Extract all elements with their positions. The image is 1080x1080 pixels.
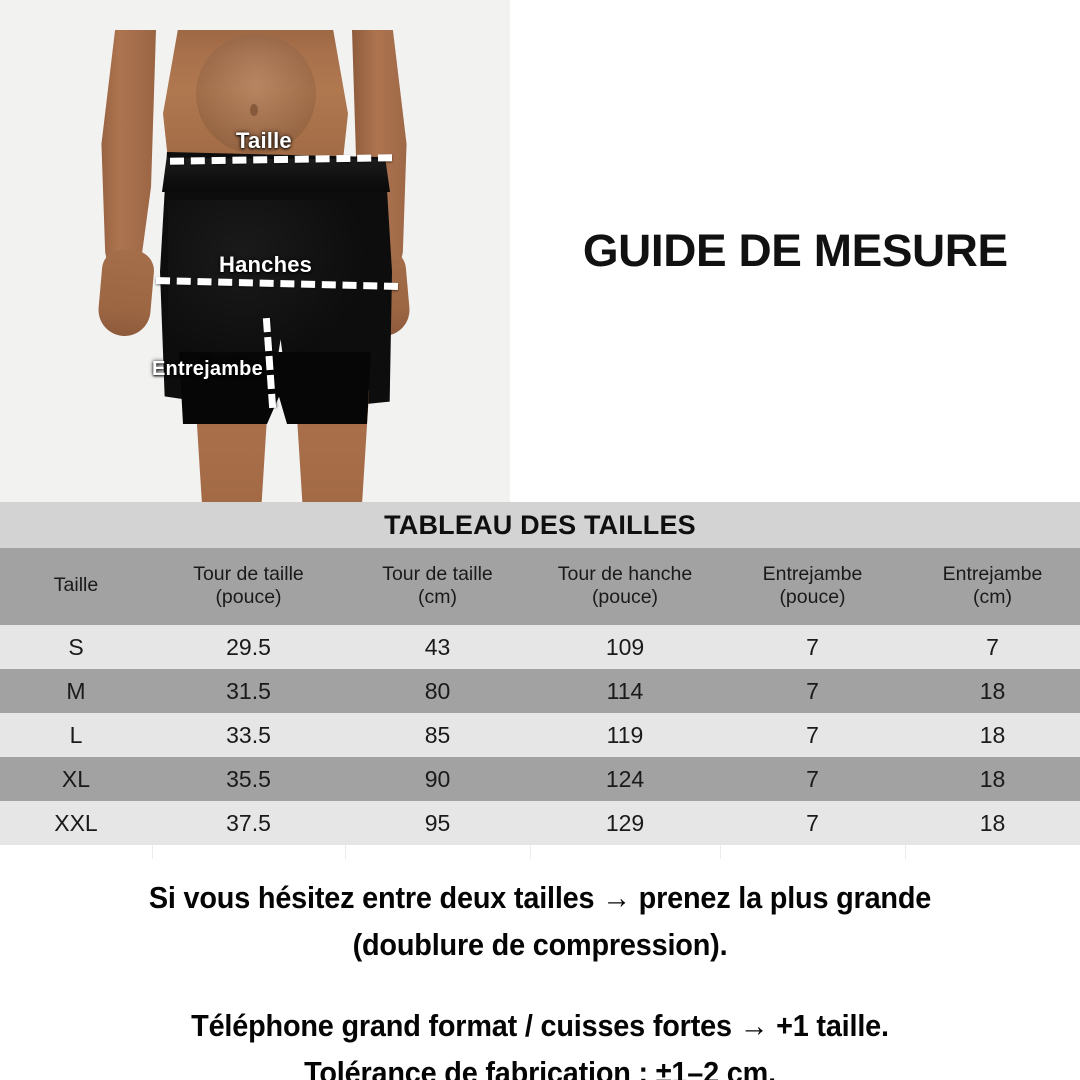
cell-hip-in: 129 — [605, 809, 645, 836]
cell-inseam-in: 7 — [806, 721, 819, 748]
table-row: S 29.5 43 109 7 7 — [0, 625, 1080, 669]
column-header-line1: Entrejambe — [942, 562, 1043, 585]
cell-waist-in: 29.5 — [226, 633, 271, 660]
column-tick — [905, 845, 906, 859]
cell-inseam-in: 7 — [806, 633, 819, 660]
cell-inseam-in: 7 — [806, 765, 819, 792]
cell-inseam-cm: 18 — [979, 809, 1006, 836]
inseam-measure-label: Entrejambe — [152, 358, 263, 380]
guide-title-area: GUIDE DE MESURE — [510, 0, 1080, 502]
table-row: XL 35.5 90 124 7 18 — [0, 757, 1080, 801]
top-section: Taille Hanches Entrejambe GUIDE DE MESUR… — [0, 0, 1080, 502]
column-header-line1: Tour de taille — [382, 562, 493, 585]
column-header-hip-inch: Tour de hanche (pouce) — [530, 548, 720, 625]
column-header-size: Taille — [0, 548, 152, 625]
cell-waist-cm: 85 — [424, 721, 451, 748]
column-header-line1: Tour de taille — [193, 562, 304, 585]
size-table-body: S 29.5 43 109 7 7 M 31.5 80 114 7 18 L — [0, 625, 1080, 845]
table-row: M 31.5 80 114 7 18 — [0, 669, 1080, 713]
column-header-line2: (pouce) — [591, 585, 659, 608]
cell-waist-cm: 80 — [424, 677, 451, 704]
column-header-line1: Entrejambe — [762, 562, 863, 585]
shorts-waistband — [162, 158, 390, 192]
note-line: Si vous hésitez entre deux tailles → pre… — [148, 880, 932, 915]
column-header-line1: Taille — [53, 574, 99, 596]
sizing-notes: Si vous hésitez entre deux tailles → pre… — [0, 858, 1080, 1080]
page-title: GUIDE DE MESURE — [582, 225, 1008, 276]
cell-waist-in: 31.5 — [226, 677, 271, 704]
product-photo-panel: Taille Hanches Entrejambe — [0, 0, 510, 502]
cell-size: S — [68, 633, 84, 660]
table-row: L 33.5 85 119 7 18 — [0, 713, 1080, 757]
waist-measure-label: Taille — [236, 128, 292, 153]
cell-waist-cm: 90 — [424, 765, 451, 792]
cell-inseam-cm: 18 — [979, 765, 1006, 792]
note-block-sizing-advice: Si vous hésitez entre deux tailles → pre… — [0, 874, 1080, 968]
cell-inseam-in: 7 — [806, 677, 819, 704]
model-hand-left — [96, 247, 156, 339]
size-table: Taille Tour de taille (pouce) Tour de ta… — [0, 548, 1080, 845]
table-bottom-column-ticks — [0, 845, 1080, 859]
cell-size: XXL — [54, 809, 98, 836]
cell-size: L — [69, 721, 83, 748]
column-tick — [152, 845, 153, 859]
size-table-title: TABLEAU DES TAILLES — [0, 502, 1080, 548]
cell-size: M — [66, 677, 86, 704]
column-header-waist-inch: Tour de taille (pouce) — [152, 548, 345, 625]
cell-waist-cm: 95 — [424, 809, 451, 836]
table-header-row: Taille Tour de taille (pouce) Tour de ta… — [0, 548, 1080, 625]
cell-size: XL — [61, 765, 91, 792]
cell-hip-in: 114 — [606, 677, 644, 704]
column-header-inseam-cm: Entrejambe (cm) — [905, 548, 1080, 625]
column-header-waist-cm: Tour de taille (cm) — [345, 548, 530, 625]
column-header-line2: (pouce) — [779, 585, 846, 608]
size-table-head: Taille Tour de taille (pouce) Tour de ta… — [0, 548, 1080, 625]
shorts-fabric-sheen — [168, 200, 384, 380]
note-line: Tolérance de fabrication : ±1–2 cm. — [304, 1055, 776, 1080]
note-line: Téléphone grand format / cuisses fortes … — [191, 1008, 889, 1043]
table-row: XXL 37.5 95 129 7 18 — [0, 801, 1080, 845]
note-line: (doublure de compression). — [352, 927, 728, 962]
column-header-line1: Tour de hanche — [557, 562, 693, 585]
cell-waist-cm: 43 — [424, 633, 451, 660]
cell-waist-in: 37.5 — [226, 809, 271, 836]
navel-detail — [250, 104, 258, 116]
model-torso — [163, 30, 348, 165]
column-header-line2: (cm) — [418, 585, 457, 608]
cell-inseam-cm: 7 — [986, 633, 999, 660]
cell-hip-in: 119 — [606, 721, 644, 748]
model-figure — [0, 0, 510, 502]
size-table-block: TABLEAU DES TAILLES Taille Tour de taill… — [0, 502, 1080, 845]
cell-inseam-cm: 18 — [979, 721, 1006, 748]
cell-waist-in: 35.5 — [226, 765, 271, 792]
cell-waist-in: 33.5 — [226, 721, 271, 748]
column-header-line2: (cm) — [973, 585, 1012, 608]
column-tick — [720, 845, 721, 859]
cell-hip-in: 124 — [605, 765, 645, 792]
cell-inseam-cm: 18 — [979, 677, 1006, 704]
column-header-inseam-inch: Entrejambe (pouce) — [720, 548, 905, 625]
column-tick — [345, 845, 346, 859]
column-header-line2: (pouce) — [215, 585, 282, 608]
cell-hip-in: 109 — [605, 633, 645, 660]
torso-shading — [196, 34, 316, 154]
cell-inseam-in: 7 — [806, 809, 819, 836]
note-block-fit-tolerance: Téléphone grand format / cuisses fortes … — [0, 1002, 1080, 1080]
column-tick — [530, 845, 531, 859]
hip-measure-label: Hanches — [219, 252, 313, 277]
